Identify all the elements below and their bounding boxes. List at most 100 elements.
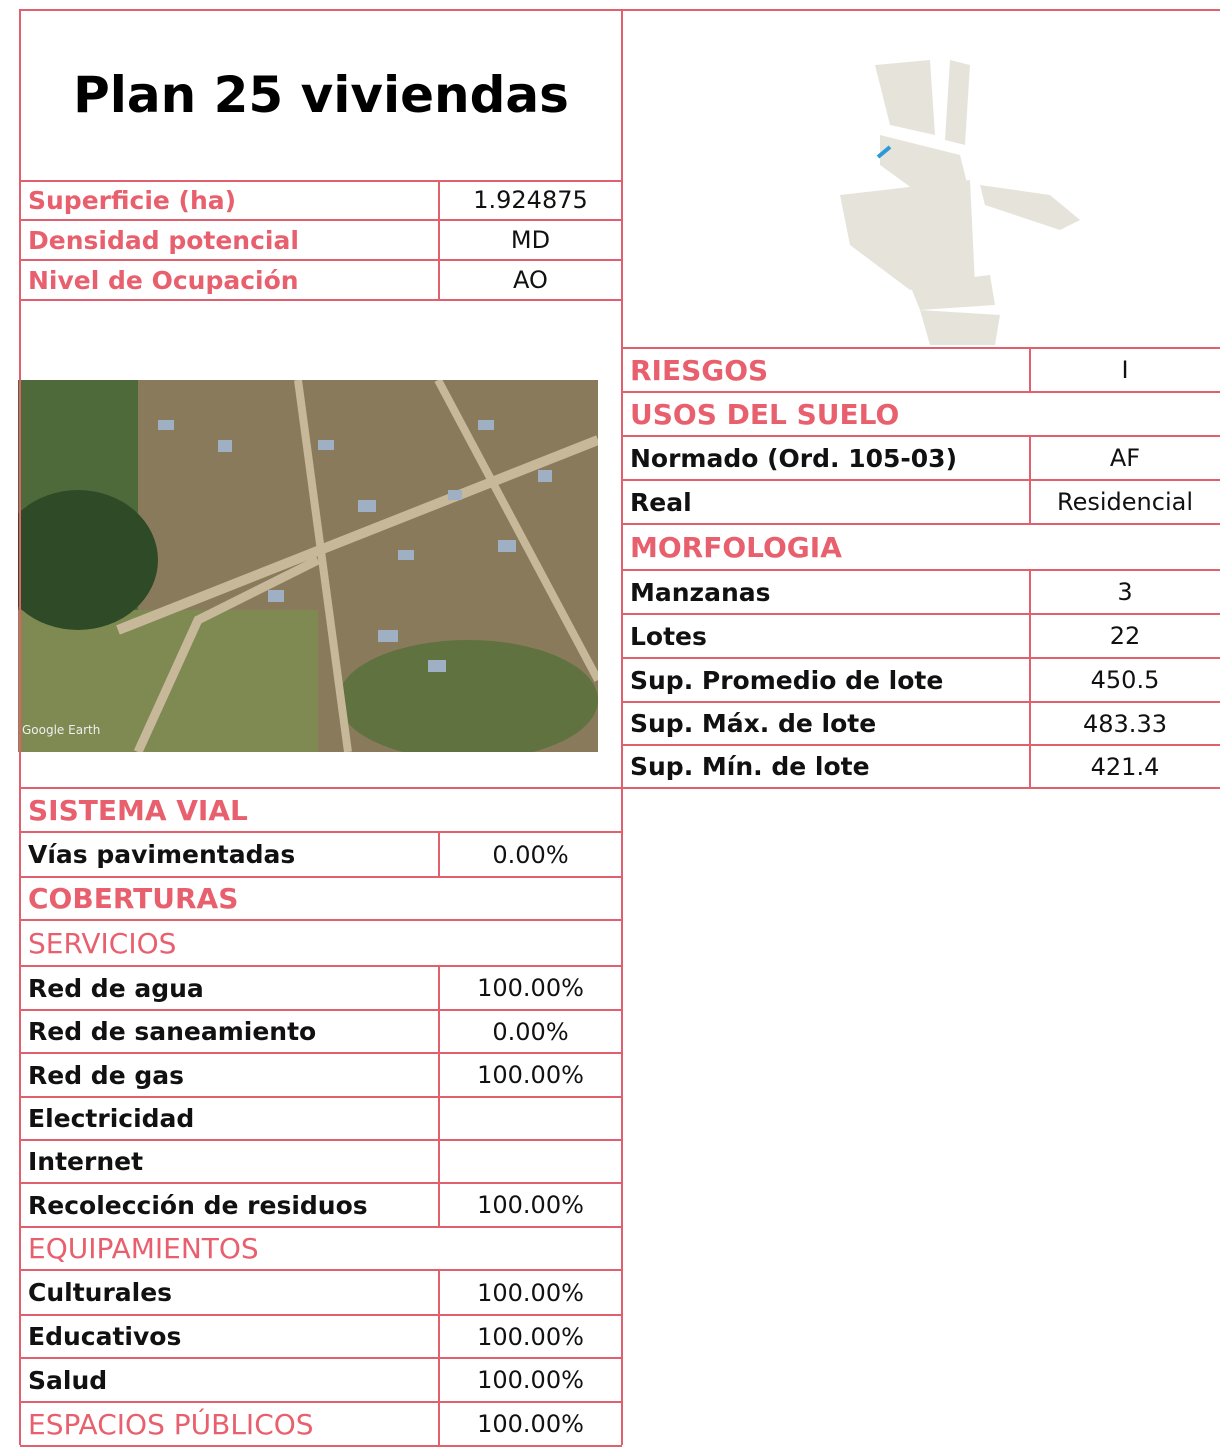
border-line xyxy=(622,657,1220,659)
border-line xyxy=(438,1097,440,1140)
row-label: Red de agua xyxy=(28,973,204,1003)
border-line xyxy=(20,787,622,789)
border-line xyxy=(20,1096,622,1098)
row-label: Sup. Mín. de lote xyxy=(630,752,870,781)
border-line xyxy=(438,180,440,220)
row-label: RIESGOS xyxy=(630,353,769,387)
border-line xyxy=(20,219,622,221)
row-label: Red de saneamiento xyxy=(28,1017,317,1046)
row-value: 100.00% xyxy=(477,1366,584,1394)
row-label: MORFOLOGIA xyxy=(630,530,842,564)
row-value: 421.4 xyxy=(1090,752,1160,781)
row-value: 100.00% xyxy=(477,1191,584,1219)
row-value: 100.00% xyxy=(477,1278,584,1307)
border-line xyxy=(621,9,623,1445)
row-label: Electricidad xyxy=(28,1104,195,1133)
row-label: Internet xyxy=(28,1147,144,1176)
row-label: Red de gas xyxy=(28,1060,185,1090)
watermark: Google Earth xyxy=(22,723,100,737)
border-line xyxy=(622,744,1220,746)
border-line xyxy=(20,965,622,967)
row-value: 1.924875 xyxy=(473,186,588,214)
row-label: Recolección de residuos xyxy=(28,1190,368,1220)
border-line xyxy=(438,1140,440,1183)
border-line xyxy=(622,701,1220,703)
border-line xyxy=(438,260,440,300)
border-line xyxy=(20,1052,622,1054)
border-line xyxy=(1029,614,1031,658)
border-line xyxy=(438,1402,440,1446)
border-line xyxy=(622,523,1220,525)
row-label: Salud xyxy=(28,1365,108,1395)
border-line xyxy=(20,876,622,878)
border-line xyxy=(1029,348,1031,392)
border-line xyxy=(20,1009,622,1011)
row-value: 100.00% xyxy=(477,1061,584,1089)
row-label: Real xyxy=(630,487,692,517)
row-label: Educativos xyxy=(28,1322,182,1351)
row-label: Sup. Promedio de lote xyxy=(630,665,944,695)
border-line xyxy=(1029,480,1031,524)
border-line xyxy=(622,569,1220,571)
row-value: I xyxy=(1121,356,1129,384)
row-label: Culturales xyxy=(28,1278,173,1307)
border-line xyxy=(20,180,622,182)
border-line xyxy=(438,1358,440,1402)
border-line xyxy=(1029,570,1031,614)
row-label: Nivel de Ocupación xyxy=(28,265,299,295)
border-line xyxy=(1029,702,1031,745)
row-label: Manzanas xyxy=(630,577,771,607)
row-label: Sup. Máx. de lote xyxy=(630,709,877,738)
border-line xyxy=(20,259,622,261)
border-line xyxy=(20,1182,622,1184)
row-label: Lotes xyxy=(630,621,707,651)
row-value: AO xyxy=(513,266,548,294)
row-value: 450.5 xyxy=(1090,666,1160,694)
border-line xyxy=(20,831,622,833)
row-label: Densidad potencial xyxy=(28,225,299,255)
row-value: 100.00% xyxy=(477,1410,584,1438)
row-value: MD xyxy=(510,226,551,254)
border-line xyxy=(1029,658,1031,702)
border-line xyxy=(438,220,440,260)
border-line xyxy=(1029,745,1031,788)
satellite-image: Google Earth xyxy=(18,380,598,752)
border-line xyxy=(622,613,1220,615)
border-line xyxy=(20,9,1220,11)
border-line xyxy=(438,1010,440,1053)
row-label: COBERTURAS xyxy=(28,882,239,915)
border-line xyxy=(622,347,1220,349)
border-line xyxy=(438,1183,440,1227)
row-value: 3 xyxy=(1117,578,1133,606)
row-label: USOS DEL SUELO xyxy=(630,397,900,431)
row-value: Residencial xyxy=(1057,488,1193,516)
border-line xyxy=(622,787,1220,789)
border-line xyxy=(20,1314,622,1316)
row-value: 0.00% xyxy=(492,840,569,869)
border-line xyxy=(20,299,622,301)
border-line xyxy=(20,1357,622,1359)
row-label: Vías pavimentadas xyxy=(28,840,296,869)
border-line xyxy=(438,1053,440,1097)
location-map xyxy=(840,60,1080,345)
border-line xyxy=(20,919,622,921)
border-line xyxy=(20,1269,622,1271)
row-label: ESPACIOS PÚBLICOS xyxy=(28,1407,314,1441)
border-line xyxy=(438,966,440,1010)
title: Plan 25 viviendas xyxy=(73,66,569,124)
row-value: 22 xyxy=(1109,622,1141,650)
border-line xyxy=(622,479,1220,481)
border-line xyxy=(20,1226,622,1228)
row-value: 483.33 xyxy=(1083,709,1167,738)
border-line xyxy=(438,832,440,877)
row-label: EQUIPAMIENTOS xyxy=(28,1232,259,1265)
border-line xyxy=(622,391,1220,393)
row-label: SISTEMA VIAL xyxy=(28,793,248,827)
row-value: 0.00% xyxy=(492,1017,569,1046)
row-value: 100.00% xyxy=(477,974,584,1002)
border-line xyxy=(19,9,21,1445)
border-line xyxy=(1029,436,1031,480)
row-label: Superficie (ha) xyxy=(28,185,237,215)
border-line xyxy=(20,1139,622,1141)
